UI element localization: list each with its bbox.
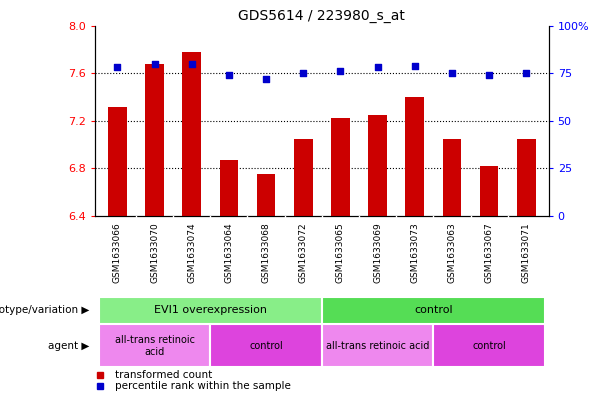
Bar [99, 297, 322, 324]
Bar [443, 139, 461, 216]
Point [335, 68, 345, 74]
Bar [210, 324, 322, 367]
Text: GSM1633069: GSM1633069 [373, 222, 382, 283]
Text: GSM1633070: GSM1633070 [150, 222, 159, 283]
Text: EVI1 overexpression: EVI1 overexpression [154, 305, 267, 316]
Point [373, 64, 383, 71]
Bar [331, 118, 349, 216]
Text: GSM1633072: GSM1633072 [299, 222, 308, 283]
Bar [405, 97, 424, 216]
Title: GDS5614 / 223980_s_at: GDS5614 / 223980_s_at [238, 9, 405, 23]
Text: genotype/variation ▶: genotype/variation ▶ [0, 305, 89, 316]
Text: GSM1633066: GSM1633066 [113, 222, 122, 283]
Bar [322, 324, 433, 367]
Point [261, 76, 271, 82]
Text: GSM1633064: GSM1633064 [224, 222, 234, 283]
Point [447, 70, 457, 76]
Point [150, 61, 159, 67]
Text: all-trans retinoic acid: all-trans retinoic acid [326, 341, 429, 351]
Point [522, 70, 531, 76]
Bar [257, 174, 275, 216]
Bar [433, 324, 545, 367]
Text: agent ▶: agent ▶ [48, 341, 89, 351]
Text: GSM1633065: GSM1633065 [336, 222, 345, 283]
Text: control: control [249, 341, 283, 351]
Bar [322, 297, 545, 324]
Bar [145, 64, 164, 216]
Bar [219, 160, 238, 216]
Text: percentile rank within the sample: percentile rank within the sample [115, 381, 291, 391]
Point [224, 72, 234, 78]
Text: GSM1633067: GSM1633067 [485, 222, 493, 283]
Text: GSM1633074: GSM1633074 [187, 222, 196, 283]
Point [187, 61, 197, 67]
Text: GSM1633063: GSM1633063 [447, 222, 457, 283]
Bar [480, 166, 498, 216]
Bar [368, 115, 387, 216]
Text: GSM1633068: GSM1633068 [262, 222, 270, 283]
Text: transformed count: transformed count [115, 369, 213, 380]
Point [410, 62, 420, 69]
Bar [108, 107, 127, 216]
Bar [294, 139, 313, 216]
Bar [99, 324, 210, 367]
Text: GSM1633071: GSM1633071 [522, 222, 531, 283]
Text: all-trans retinoic
acid: all-trans retinoic acid [115, 335, 194, 356]
Point [484, 72, 494, 78]
Text: control: control [472, 341, 506, 351]
Bar [183, 52, 201, 216]
Text: control: control [414, 305, 452, 316]
Point [112, 64, 122, 71]
Text: GSM1633073: GSM1633073 [410, 222, 419, 283]
Bar [517, 139, 536, 216]
Point [299, 70, 308, 76]
